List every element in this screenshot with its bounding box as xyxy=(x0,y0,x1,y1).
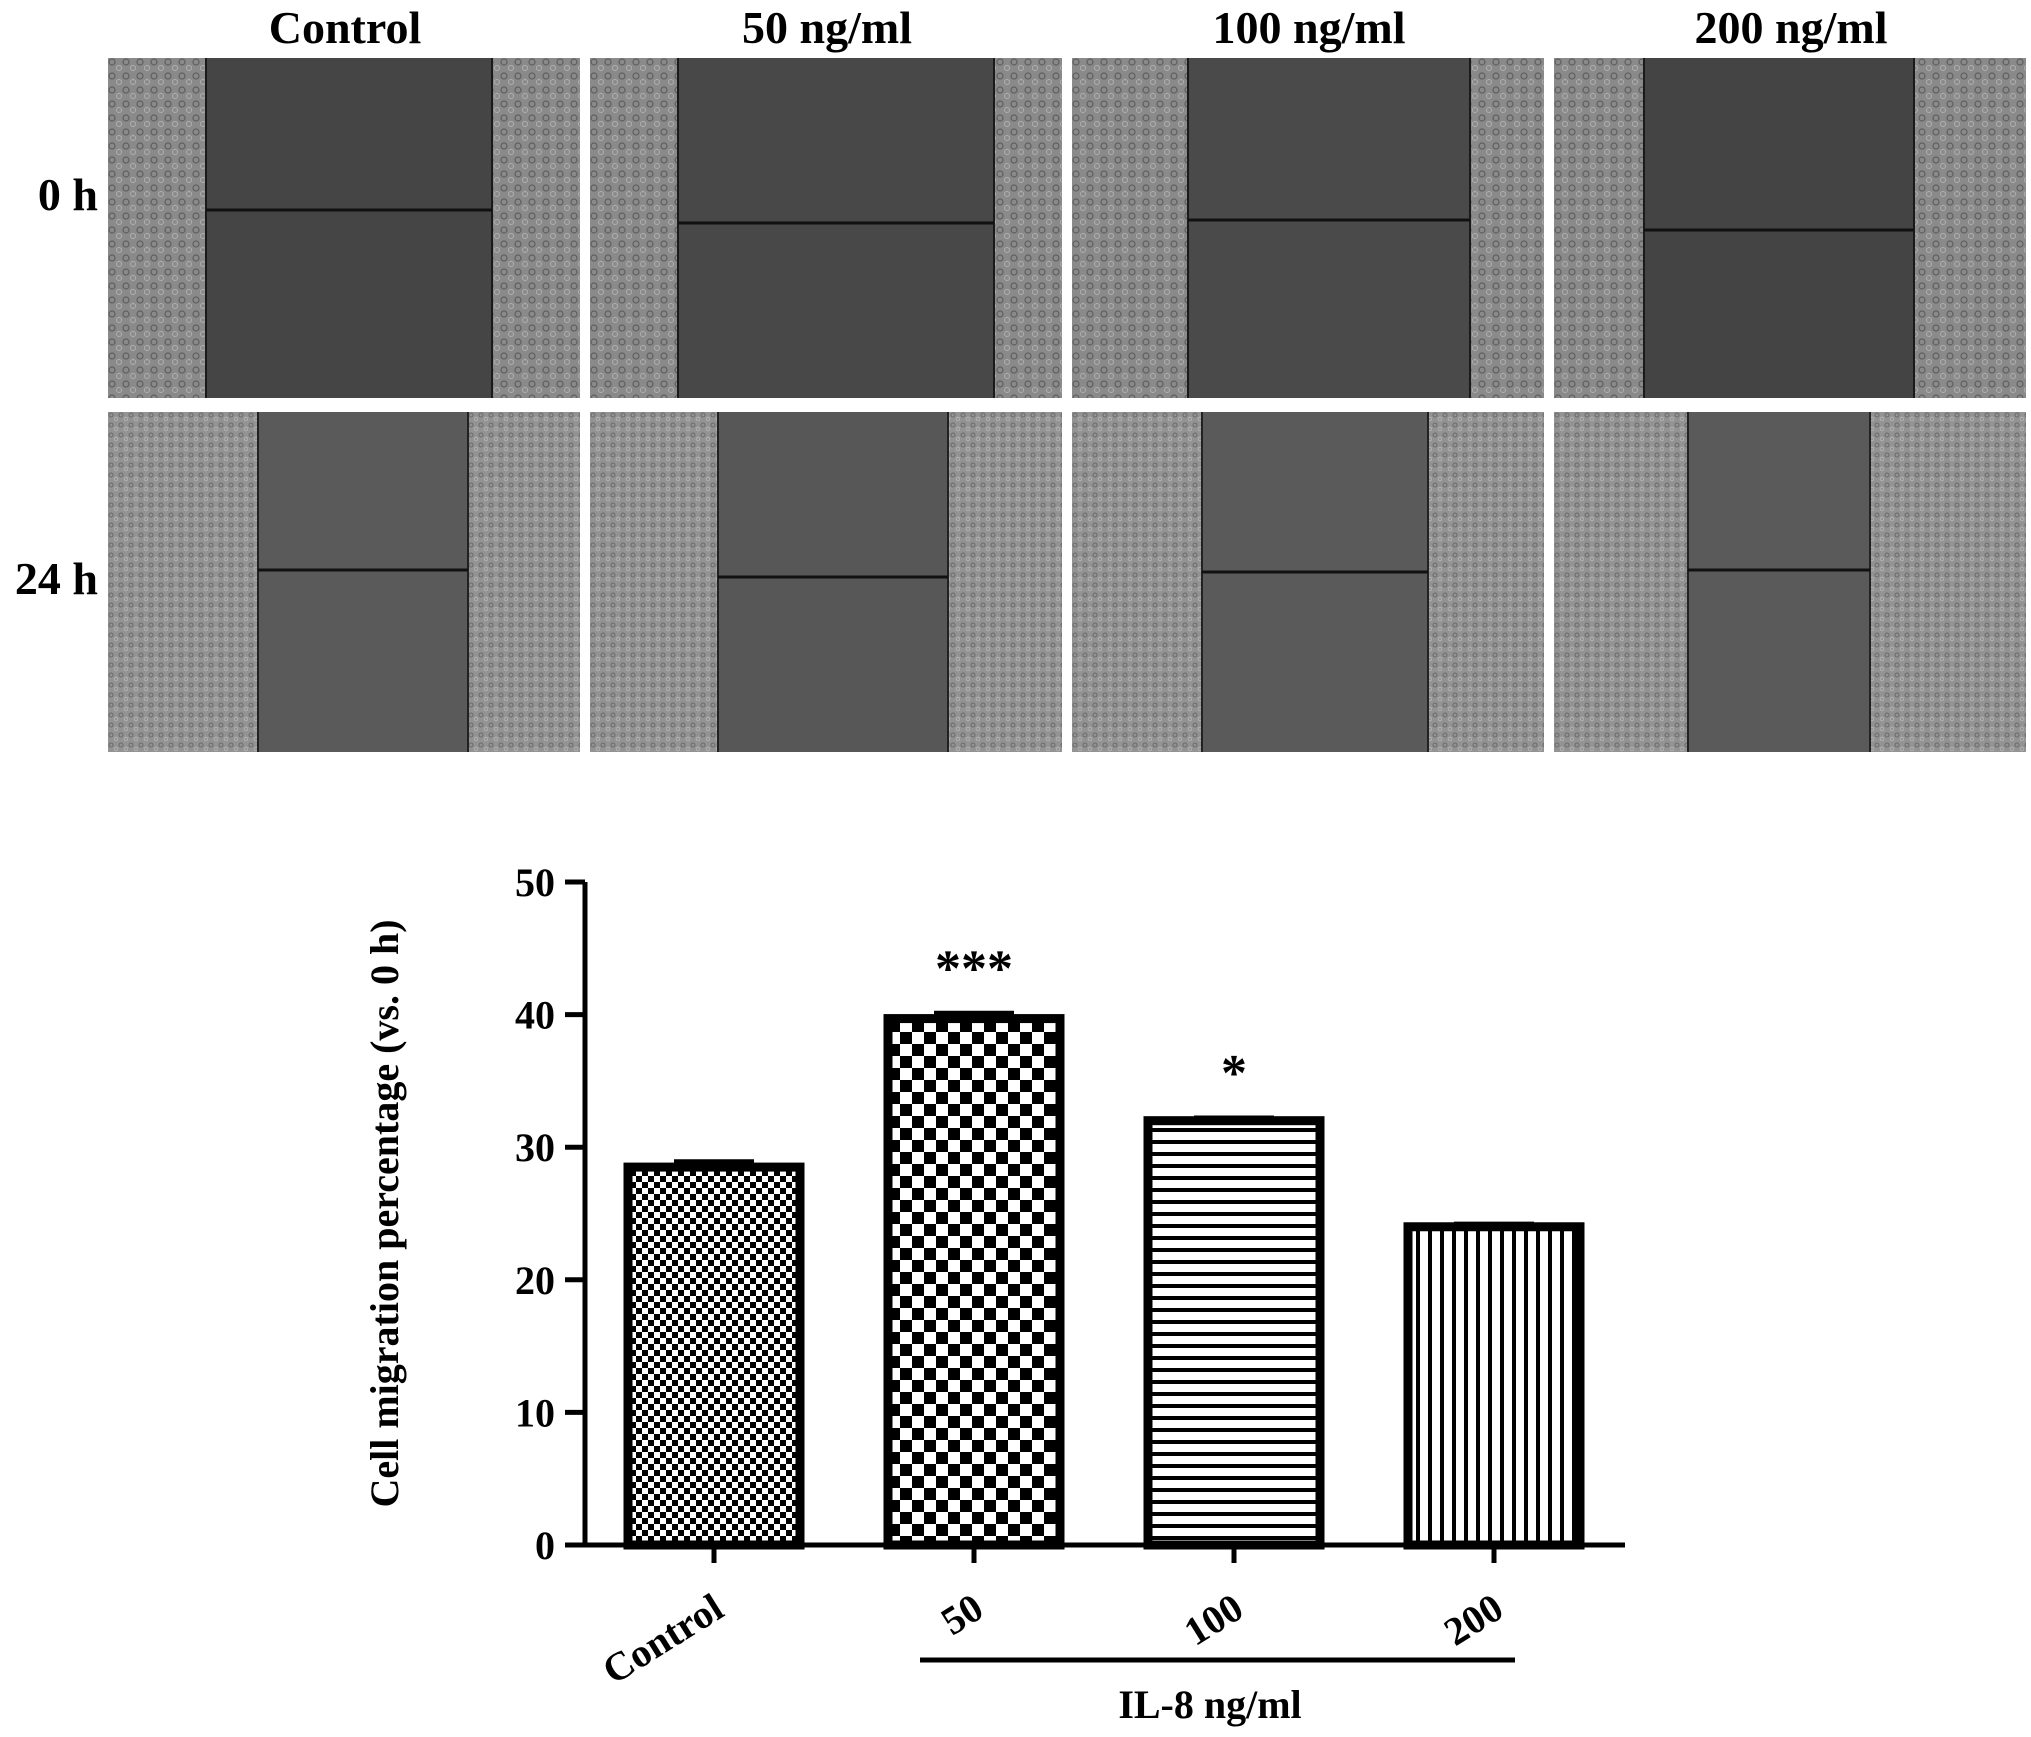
column-label-control: Control xyxy=(268,2,422,53)
y-tick-label: 0 xyxy=(535,1523,555,1568)
column-label-200: 200 ng/ml xyxy=(1694,2,1888,53)
y-tick-label: 30 xyxy=(515,1125,555,1170)
x-tick-label-50: 50 xyxy=(933,1584,991,1643)
x-tick-label-200: 200 xyxy=(1436,1584,1511,1654)
column-label-100: 100 ng/ml xyxy=(1212,2,1406,53)
micrograph-50-24h xyxy=(590,412,1062,752)
row-label-0h: 0 h xyxy=(37,169,98,220)
significance-label: *** xyxy=(935,940,1013,997)
micrograph-control-0h xyxy=(108,58,580,398)
bar-Control xyxy=(623,1162,805,1550)
bar-100 xyxy=(1143,1116,1325,1550)
x-tick-label-100: 100 xyxy=(1176,1584,1251,1654)
group-label: IL-8 ng/ml xyxy=(1118,1682,1301,1727)
bar-chart: 0 10 20 30 40 50 Cell migration percentage (vs… xyxy=(362,860,1625,1727)
y-tick-label: 10 xyxy=(515,1390,555,1435)
significance-label: * xyxy=(1221,1045,1247,1102)
micrograph-control-24h xyxy=(108,412,580,752)
y-axis-title: Cell migration percentage (vs. 0 h) xyxy=(362,919,407,1507)
bar-group xyxy=(623,1010,1585,1550)
micrograph-50-0h xyxy=(590,58,1062,398)
micrograph-100-24h xyxy=(1072,412,1544,752)
micrograph-200-24h xyxy=(1554,412,2026,752)
micrograph-100-0h xyxy=(1072,58,1544,398)
x-tick-label-Control: Control xyxy=(594,1584,730,1692)
bar-200 xyxy=(1403,1222,1585,1550)
y-tick-label: 20 xyxy=(515,1258,555,1303)
row-label-24h: 24 h xyxy=(14,553,98,604)
y-tick-label: 50 xyxy=(515,860,555,905)
y-tick-label: 40 xyxy=(515,993,555,1038)
micrograph-200-0h xyxy=(1554,58,2026,398)
column-label-50: 50 ng/ml xyxy=(742,2,912,53)
bar-50 xyxy=(883,1014,1065,1550)
